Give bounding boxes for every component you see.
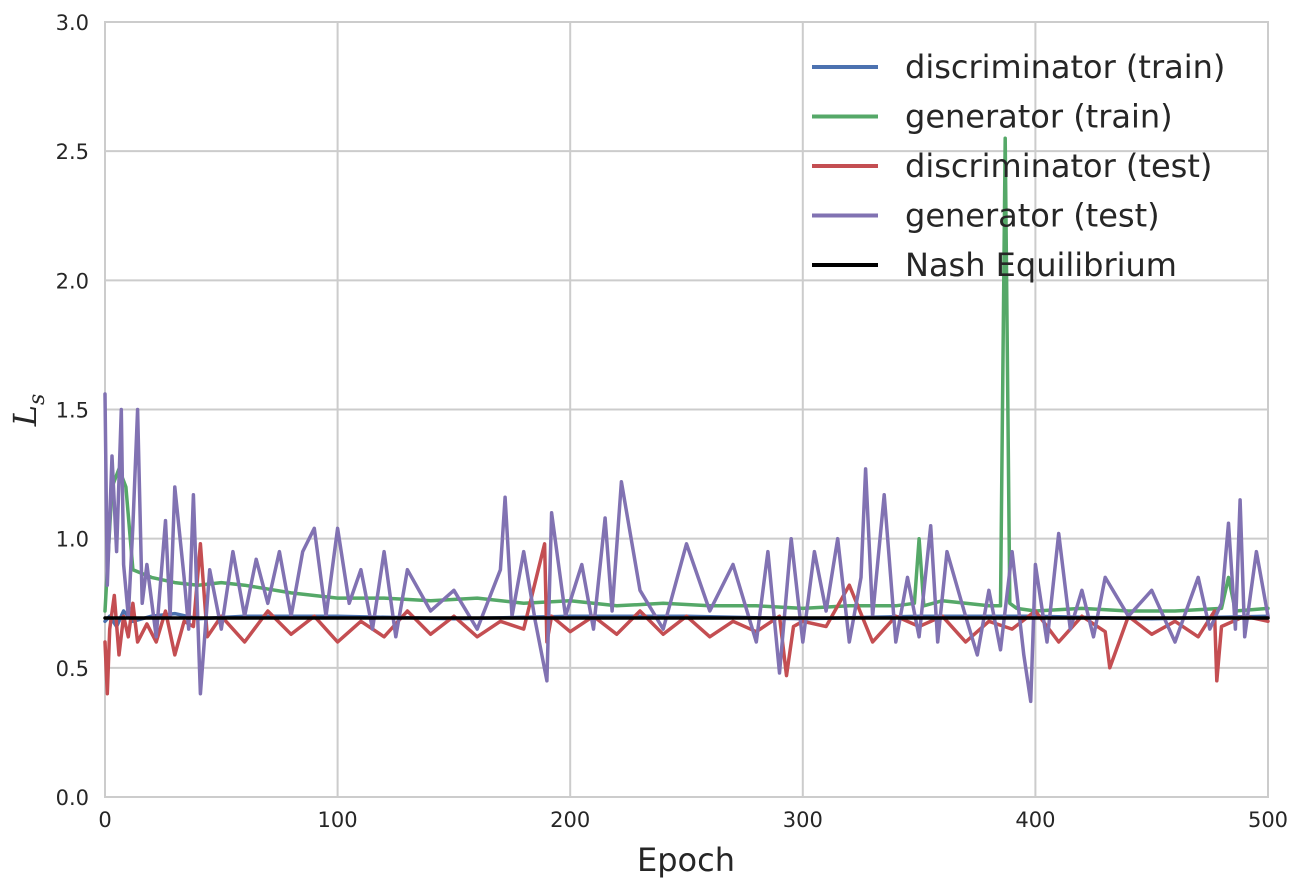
y-axis-title-subscript: s xyxy=(25,394,50,405)
legend-label-generator-train: generator (train) xyxy=(905,98,1173,136)
series-lines xyxy=(103,136,1270,704)
y-tick-label: 2.5 xyxy=(56,140,89,164)
x-tick-label: 300 xyxy=(783,808,823,832)
x-tick-label: 100 xyxy=(318,808,358,832)
x-axis-title: Epoch xyxy=(637,841,735,879)
legend: discriminator (train) generator (train) di… xyxy=(812,48,1225,284)
y-axis-ticks: 0.0 0.5 1.0 1.5 2.0 2.5 3.0 xyxy=(56,11,89,810)
series-line-generator-test xyxy=(103,392,1270,704)
x-tick-label: 400 xyxy=(1015,808,1055,832)
grid-lines xyxy=(104,21,1269,798)
x-tick-label: 500 xyxy=(1248,808,1288,832)
legend-label-discriminator-test: discriminator (test) xyxy=(905,147,1212,185)
y-tick-label: 0.0 xyxy=(56,786,89,810)
x-tick-label: 200 xyxy=(550,808,590,832)
x-tick-label: 0 xyxy=(98,808,111,832)
x-axis-ticks: 0 100 200 300 400 500 xyxy=(98,808,1288,832)
y-tick-label: 1.0 xyxy=(56,528,89,552)
y-tick-label: 1.5 xyxy=(56,399,89,423)
legend-label-discriminator-train: discriminator (train) xyxy=(905,48,1225,86)
y-tick-label: 3.0 xyxy=(56,11,89,35)
legend-label-generator-test: generator (test) xyxy=(905,197,1160,235)
y-tick-label: 0.5 xyxy=(56,657,89,681)
legend-label-nash-equilibrium: Nash Equilibrium xyxy=(905,246,1177,284)
y-tick-label: 2.0 xyxy=(56,269,89,293)
y-axis-title: Ls xyxy=(6,394,50,428)
y-axis-title-main: L xyxy=(6,405,44,427)
